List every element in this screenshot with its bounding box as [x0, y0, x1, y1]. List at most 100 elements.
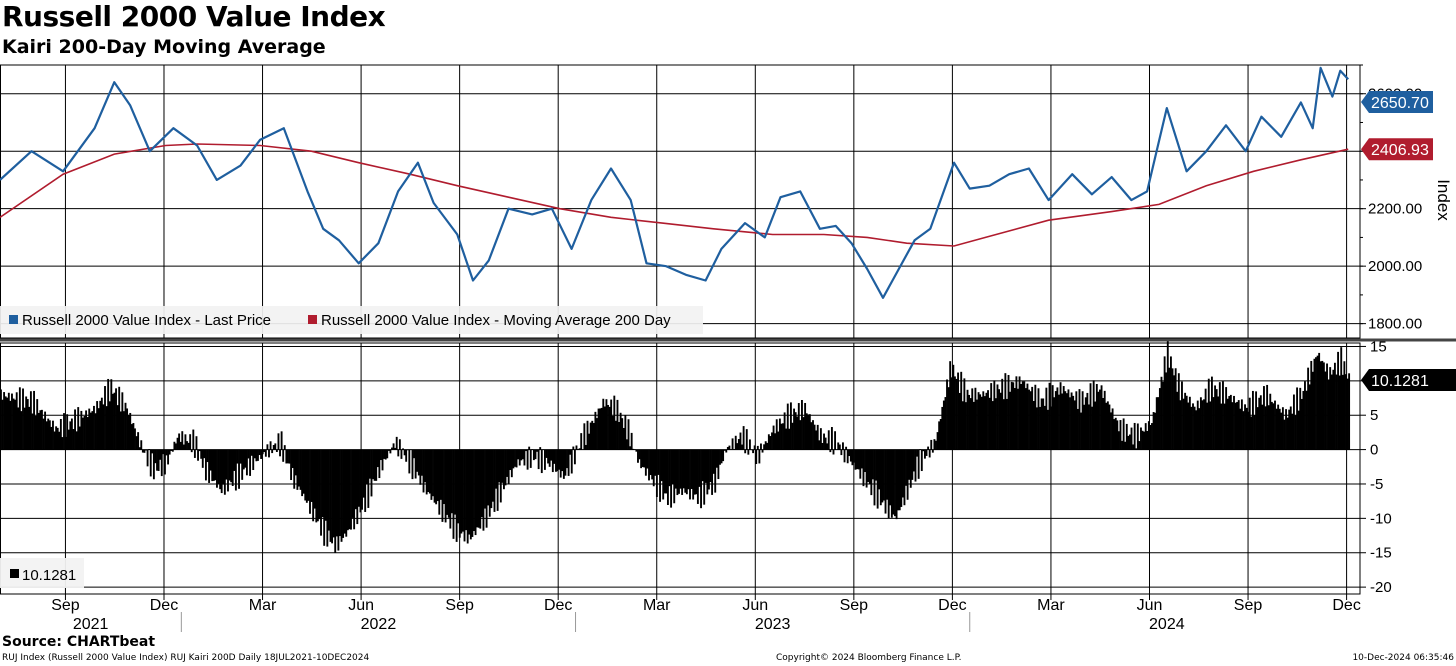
kairi-bar [1031, 386, 1034, 450]
kairi-bar [266, 444, 269, 450]
kairi-bar [622, 427, 625, 450]
kairi-bar [1100, 385, 1103, 450]
kairi-bar [501, 449, 504, 483]
kairi-bar [228, 449, 231, 481]
x-month-label: Mar [1037, 597, 1065, 614]
kairi-bar [994, 398, 997, 450]
kairi-bar [569, 449, 572, 455]
kairi-bar [56, 427, 59, 450]
kairi-bar [782, 423, 784, 450]
kairi-bar [203, 449, 206, 459]
kairi-bar [629, 446, 632, 450]
kairi-bar [545, 449, 548, 458]
kairi-bar [802, 417, 805, 450]
kairi-bar [651, 449, 654, 480]
kairi-bar [662, 449, 665, 500]
kairi-bar [638, 449, 641, 460]
kairi-bar [1048, 382, 1051, 450]
kairi-bar [1111, 408, 1114, 450]
moving-average-tag-box [1361, 138, 1433, 161]
kairi-bar [403, 449, 406, 456]
kairi-bar [118, 386, 121, 450]
kairi-bar [1228, 396, 1231, 450]
kairi-bar [1266, 384, 1269, 450]
last-price-line [0, 66, 1350, 299]
kairi-bar [485, 449, 488, 528]
kairi-bar [495, 449, 497, 489]
kairi-bar [894, 449, 896, 517]
kairi-bar [1201, 400, 1204, 450]
kairi-bar [843, 449, 846, 463]
kairi-bar [421, 449, 423, 476]
kairi-bar [555, 449, 557, 472]
kairi-bar [447, 449, 450, 518]
kairi-bar [938, 421, 941, 450]
kairi-bar [996, 384, 999, 450]
kairi-bar [577, 448, 579, 450]
kairi-bar [343, 449, 346, 534]
kairi-bar [786, 403, 789, 450]
kairi-bar [450, 449, 453, 514]
kairi-bar [457, 449, 460, 524]
kairi-bar [570, 449, 573, 474]
y-tick-label-price: 1800.00 [1368, 316, 1422, 333]
kairi-bar [712, 449, 715, 474]
kairi-bar [676, 449, 679, 496]
kairi-bar [331, 449, 334, 544]
kairi-bar [805, 413, 808, 450]
kairi-bar [280, 431, 283, 450]
legend-label-moving-average: Russell 2000 Value Index - Moving Averag… [321, 312, 671, 329]
kairi-bar [534, 449, 537, 460]
kairi-bar [556, 449, 559, 472]
kairi-bar [909, 449, 912, 488]
kairi-bar [827, 430, 830, 450]
kairi-bar [469, 449, 472, 540]
kairi-bar [309, 449, 311, 514]
kairi-bar [1075, 391, 1078, 450]
kairi-bar [222, 449, 225, 485]
kairi-bar [1182, 398, 1185, 450]
footer-copyright: Copyright© 2024 Bloomberg Finance L.P. [776, 653, 962, 663]
kairi-bar [34, 415, 37, 450]
kairi-bar [1165, 372, 1168, 450]
moving-average-tag-text: 2406.93 [1371, 142, 1429, 159]
kairi-bar [789, 402, 792, 450]
kairi-bar [48, 420, 51, 450]
kairi-bar [864, 449, 866, 473]
kairi-bar [425, 449, 428, 495]
kairi-bar [883, 449, 885, 501]
kairi-bar [458, 449, 461, 538]
kairi-bar [674, 449, 677, 489]
kairi-bar [387, 449, 390, 451]
kairi-bar [1177, 373, 1180, 450]
kairi-bar [326, 449, 329, 547]
kairi-bar [69, 421, 72, 450]
kairi-bar [50, 426, 53, 450]
kairi-bar [499, 449, 502, 503]
kairi-bar [195, 436, 198, 450]
kairi-bar [370, 449, 373, 497]
kairi-bar [181, 431, 184, 450]
kairi-bar [345, 449, 348, 537]
kairi-bar [591, 420, 594, 450]
kairi-bar [86, 417, 89, 450]
kairi-bar [462, 449, 464, 532]
kairi-bar [1174, 368, 1177, 450]
x-month-label: Dec [544, 597, 572, 614]
kairi-bar [83, 415, 86, 450]
x-month-label: Mar [643, 597, 671, 614]
kairi-bar [1094, 401, 1097, 450]
kairi-bar [1286, 417, 1289, 450]
kairi-bar [245, 449, 248, 476]
kairi-bar [1146, 430, 1149, 450]
kairi-bar [769, 436, 772, 450]
kairi-bar [45, 421, 48, 450]
kairi-bar [726, 446, 729, 450]
kairi-bar [991, 401, 994, 450]
kairi-bar [808, 414, 811, 450]
kairi-bar [1302, 390, 1305, 450]
kairi-bar [1190, 406, 1193, 450]
kairi-bar [430, 449, 433, 500]
kairi-bar [444, 449, 447, 523]
kairi-bar [734, 435, 737, 450]
